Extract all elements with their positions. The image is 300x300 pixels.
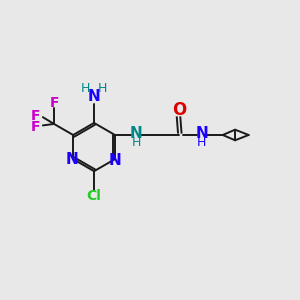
Text: F: F [31, 109, 40, 123]
Text: H: H [131, 136, 141, 149]
Text: F: F [31, 120, 40, 134]
Text: H: H [81, 82, 91, 95]
Text: N: N [65, 152, 78, 166]
Text: Cl: Cl [87, 189, 101, 203]
Text: O: O [172, 101, 186, 119]
Text: H: H [197, 136, 206, 149]
Text: H: H [98, 82, 107, 95]
Text: N: N [88, 89, 100, 104]
Text: N: N [195, 126, 208, 141]
Text: N: N [109, 153, 121, 168]
Text: F: F [49, 96, 59, 110]
Text: N: N [130, 126, 142, 141]
